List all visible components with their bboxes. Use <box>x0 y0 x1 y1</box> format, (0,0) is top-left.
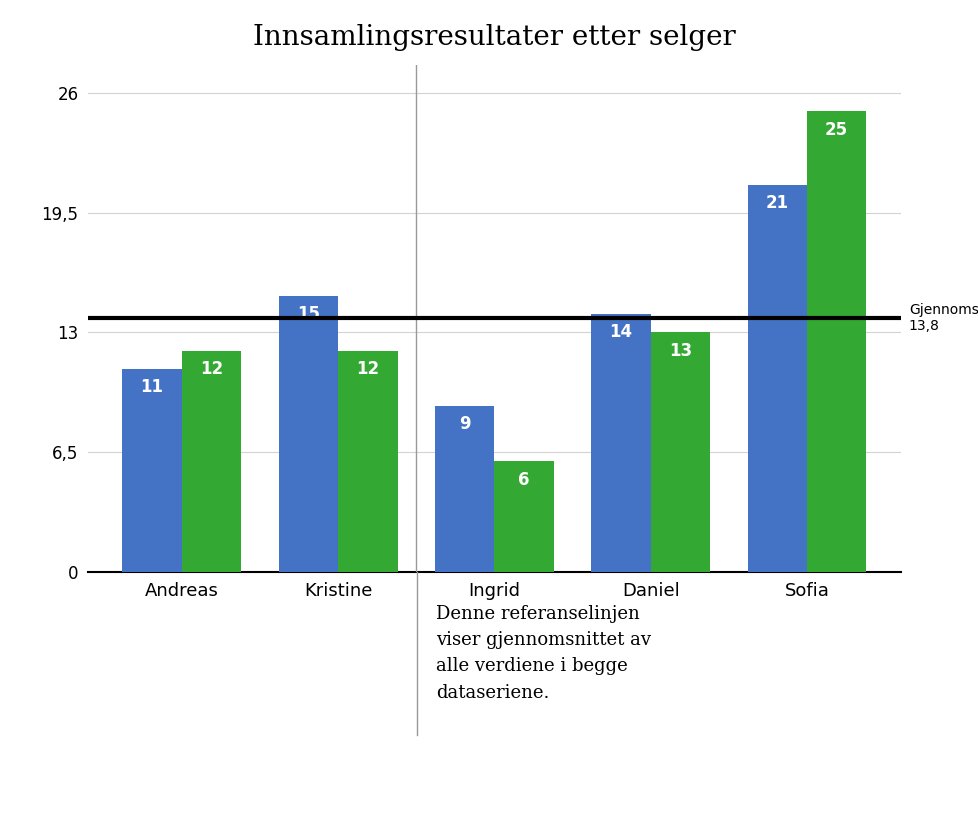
Bar <box>122 369 182 572</box>
Bar <box>494 462 554 572</box>
Text: 21: 21 <box>765 194 788 212</box>
Bar <box>650 333 709 572</box>
Text: 13: 13 <box>668 342 691 359</box>
Title: Innsamlingsresultater etter selger: Innsamlingsresultater etter selger <box>252 24 735 51</box>
Bar <box>279 296 337 572</box>
Text: 15: 15 <box>296 305 320 323</box>
Text: Gjennomsnitt
13,8: Gjennomsnitt 13,8 <box>908 302 978 333</box>
Text: 11: 11 <box>141 378 163 396</box>
Text: 12: 12 <box>200 360 223 378</box>
Text: 12: 12 <box>356 360 379 378</box>
Bar <box>337 350 397 572</box>
Text: 25: 25 <box>824 121 847 139</box>
Bar <box>182 350 241 572</box>
Bar <box>434 406 494 572</box>
Bar <box>591 314 650 572</box>
Text: Denne referanselinjen
viser gjennomsnittet av
alle verdiene i begge
dataseriene.: Denne referanselinjen viser gjennomsnitt… <box>436 605 650 702</box>
Text: 9: 9 <box>459 415 470 433</box>
Text: 6: 6 <box>517 471 529 489</box>
Bar <box>806 111 866 572</box>
Text: 14: 14 <box>608 324 632 342</box>
Bar <box>747 185 806 572</box>
